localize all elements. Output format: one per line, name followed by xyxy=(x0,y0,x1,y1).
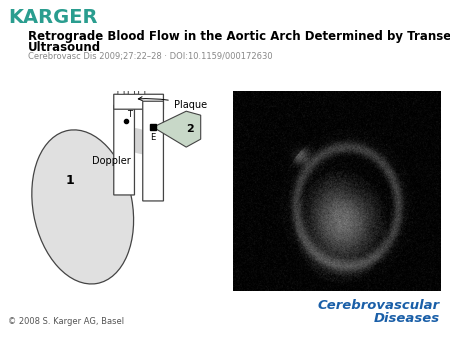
Ellipse shape xyxy=(32,130,134,284)
Text: KARGER: KARGER xyxy=(8,8,98,27)
Text: E: E xyxy=(150,133,156,142)
FancyBboxPatch shape xyxy=(114,105,135,195)
Text: 1: 1 xyxy=(66,174,75,188)
Text: T: T xyxy=(127,110,132,119)
FancyBboxPatch shape xyxy=(114,94,163,109)
Text: Plaque: Plaque xyxy=(138,97,207,110)
Text: Ultrasound: Ultrasound xyxy=(28,41,101,54)
Text: Cerebrovascular: Cerebrovascular xyxy=(318,299,440,312)
Text: © 2008 S. Karger AG, Basel: © 2008 S. Karger AG, Basel xyxy=(8,317,124,326)
Text: Diseases: Diseases xyxy=(374,312,440,325)
Text: 2: 2 xyxy=(186,124,194,134)
Ellipse shape xyxy=(117,128,160,154)
Polygon shape xyxy=(153,111,201,147)
Text: Retrograde Blood Flow in the Aortic Arch Determined by Transesophageal Doppler: Retrograde Blood Flow in the Aortic Arch… xyxy=(28,30,450,43)
FancyBboxPatch shape xyxy=(139,76,145,94)
Text: Cerebrovasc Dis 2009;27:22–28 · DOI:10.1159/000172630: Cerebrovasc Dis 2009;27:22–28 · DOI:10.1… xyxy=(28,52,273,61)
Text: Doppler: Doppler xyxy=(92,156,131,166)
FancyBboxPatch shape xyxy=(128,76,135,94)
FancyBboxPatch shape xyxy=(118,76,124,94)
FancyBboxPatch shape xyxy=(143,101,163,201)
